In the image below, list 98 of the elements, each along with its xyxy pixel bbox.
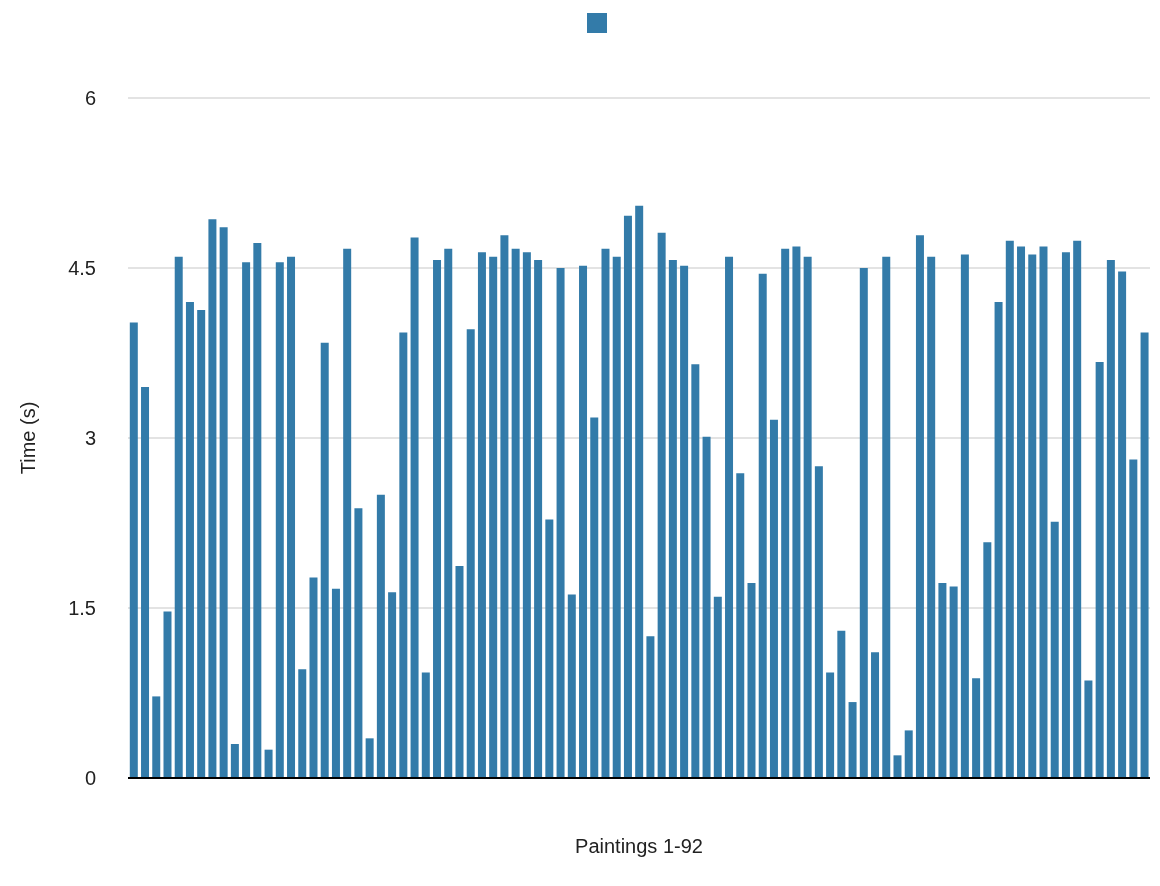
bar (522, 252, 531, 778)
bar (623, 215, 632, 778)
bar (747, 583, 756, 778)
bar (545, 519, 554, 778)
bar (1050, 521, 1059, 778)
bar (365, 738, 374, 778)
bar (1028, 254, 1037, 778)
bar (601, 248, 610, 778)
bar (489, 256, 498, 778)
bar (837, 630, 846, 778)
bar (230, 744, 239, 778)
bar (174, 256, 183, 778)
bar (893, 755, 902, 778)
bar (725, 256, 734, 778)
bar (994, 302, 1003, 778)
bar (208, 219, 217, 778)
y-tick-label: 0 (84, 767, 96, 790)
bar (1095, 362, 1104, 778)
bar (983, 542, 992, 778)
bar (680, 265, 689, 778)
bar (242, 262, 251, 778)
bar (915, 235, 924, 778)
bar (1118, 271, 1127, 778)
bar (141, 387, 150, 778)
y-axis-title: Time (s) (17, 401, 40, 475)
bar (1061, 252, 1070, 778)
bar (938, 583, 947, 778)
bar (534, 260, 543, 778)
x-axis-title: Paintings 1-92 (575, 835, 703, 857)
bar (376, 494, 385, 778)
bar (287, 256, 296, 778)
bar (949, 586, 958, 778)
bar (185, 302, 194, 778)
bar (421, 672, 430, 778)
bar (1106, 260, 1115, 778)
bar (309, 577, 318, 778)
bar (635, 205, 644, 778)
bar (298, 669, 307, 778)
bar (1005, 240, 1014, 778)
bar (848, 702, 857, 778)
bar (1129, 459, 1138, 778)
y-tick-label: 6 (84, 87, 96, 110)
bar (253, 243, 262, 778)
bar (736, 473, 745, 778)
bar (691, 364, 700, 778)
bar (904, 730, 913, 778)
bar (433, 260, 442, 778)
bar (646, 636, 655, 778)
bar (814, 466, 823, 778)
bar (410, 237, 419, 778)
bar (826, 672, 835, 778)
bar (567, 594, 576, 778)
bar (668, 260, 677, 778)
bar (388, 592, 397, 778)
bar (972, 678, 981, 778)
bar (871, 652, 880, 778)
bar (1084, 680, 1093, 778)
bar (354, 508, 363, 778)
bar (657, 232, 666, 778)
bar (129, 322, 138, 778)
bar (343, 248, 352, 778)
bar (781, 248, 790, 778)
bar (444, 248, 453, 778)
bar (264, 749, 273, 778)
bar (152, 696, 161, 778)
bar (219, 227, 228, 778)
bar (197, 309, 206, 778)
bar (163, 611, 172, 778)
bar (713, 596, 722, 778)
bar (275, 262, 284, 778)
bar (803, 256, 812, 778)
bar (1073, 240, 1082, 778)
y-tick-label: 3 (84, 427, 96, 450)
bar (960, 254, 969, 778)
bar (331, 588, 340, 778)
bar (500, 235, 509, 778)
bar (769, 419, 778, 778)
bar (758, 273, 767, 778)
bar (455, 566, 464, 778)
bar (466, 329, 475, 778)
bar (590, 417, 599, 778)
bar (702, 436, 711, 778)
bar (556, 268, 565, 778)
y-tick-label: 4.5 (68, 257, 96, 280)
bar (320, 342, 329, 778)
bar (882, 256, 891, 778)
bar (1017, 246, 1026, 778)
bar (579, 265, 588, 778)
bar (792, 246, 801, 778)
bar (927, 256, 936, 778)
bar (511, 248, 520, 778)
bar (1039, 246, 1048, 778)
bar (399, 332, 408, 778)
bar (1140, 332, 1149, 778)
bar (612, 256, 621, 778)
bar (477, 252, 486, 778)
y-tick-label: 1.5 (68, 597, 96, 620)
bar (859, 268, 868, 778)
